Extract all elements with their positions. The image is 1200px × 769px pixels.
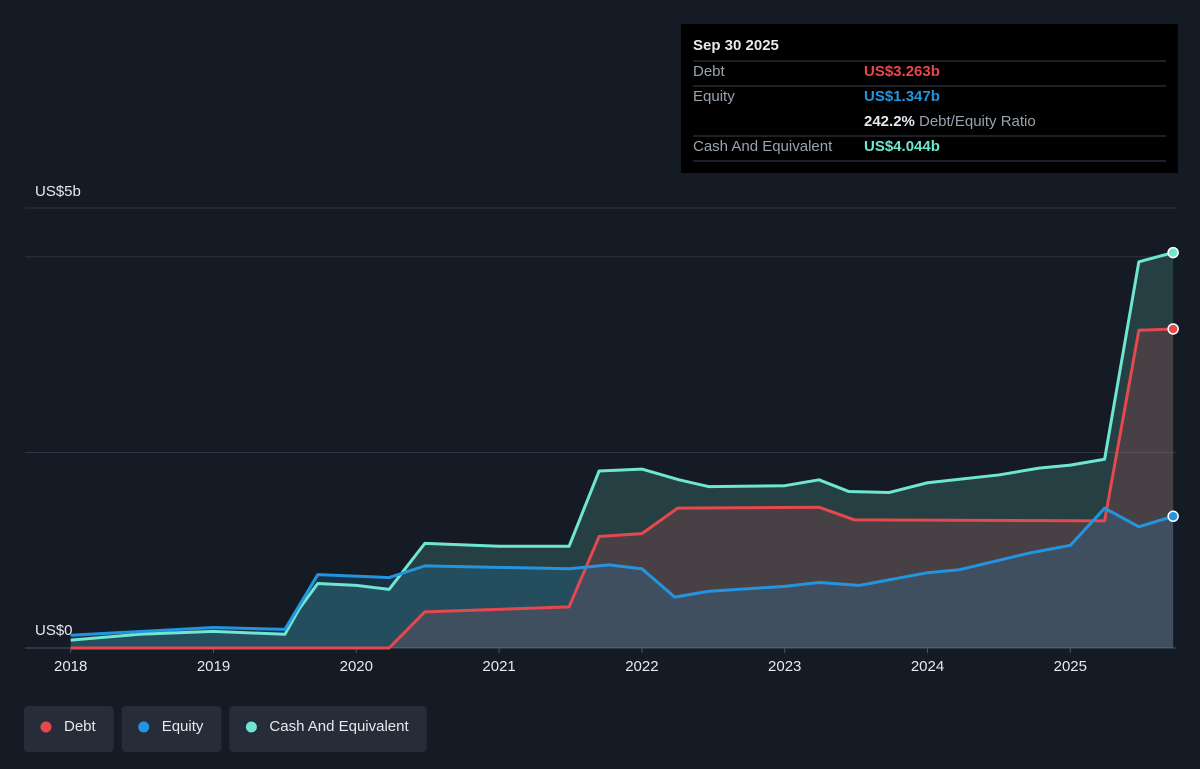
legend-label[interactable]: Debt — [64, 718, 97, 735]
tooltip-label: Cash And Equivalent — [693, 138, 833, 155]
legend-swatch — [40, 721, 52, 733]
legend-label[interactable]: Equity — [162, 718, 204, 735]
legend-swatch — [138, 721, 150, 733]
x-tick-label: 2024 — [911, 658, 944, 675]
tooltip-value: US$4.044b — [864, 138, 940, 155]
x-tick-label: 2018 — [54, 658, 87, 675]
end-point — [1167, 323, 1179, 335]
tooltip-date: Sep 30 2025 — [693, 37, 779, 54]
end-point — [1167, 246, 1179, 259]
tooltip-ratio-label: Debt/Equity Ratio — [919, 113, 1036, 130]
x-tick-label: 2019 — [197, 658, 230, 675]
legend-item[interactable]: Equity — [121, 706, 222, 752]
tooltip-value: US$3.263b — [864, 63, 940, 80]
y-top-label: US$5b — [35, 183, 81, 200]
end-point — [1167, 510, 1179, 523]
legend-item[interactable]: Cash And Equivalent — [229, 706, 427, 752]
legend-label[interactable]: Cash And Equivalent — [269, 718, 409, 735]
x-tick-label: 2020 — [340, 658, 373, 675]
line — [70, 506, 1174, 637]
tooltip-ratio: 242.2% — [864, 113, 915, 130]
tooltip: Sep 30 2025 Debt US$3.263b Equity US$1.3… — [681, 24, 1178, 173]
tooltip-label: Equity — [693, 88, 735, 105]
line — [70, 251, 1174, 642]
legend-button[interactable] — [24, 706, 114, 752]
legend-item[interactable]: Debt — [24, 706, 114, 752]
legend: Debt Equity Cash And Equivalent — [24, 706, 427, 752]
x-tick-label: 2023 — [768, 658, 801, 675]
tooltip-label: Debt — [693, 63, 726, 80]
x-tick-label: 2022 — [625, 658, 658, 675]
x-tick-label: 2025 — [1054, 658, 1087, 675]
area — [70, 252, 1174, 648]
legend-button[interactable] — [229, 706, 427, 752]
line — [70, 327, 1174, 650]
tooltip-value: US$1.347b — [864, 88, 940, 105]
legend-swatch — [245, 721, 257, 733]
area — [70, 328, 1174, 648]
tooltip-box — [681, 24, 1178, 173]
plot: US$0 2018 2019 2020 2021 2022 2023 2024 2025 — [25, 207, 1179, 675]
legend-button[interactable] — [121, 706, 222, 752]
y-tick-label: US$0 — [35, 622, 73, 639]
area — [70, 508, 1174, 648]
x-tick-label: 2021 — [482, 658, 515, 675]
